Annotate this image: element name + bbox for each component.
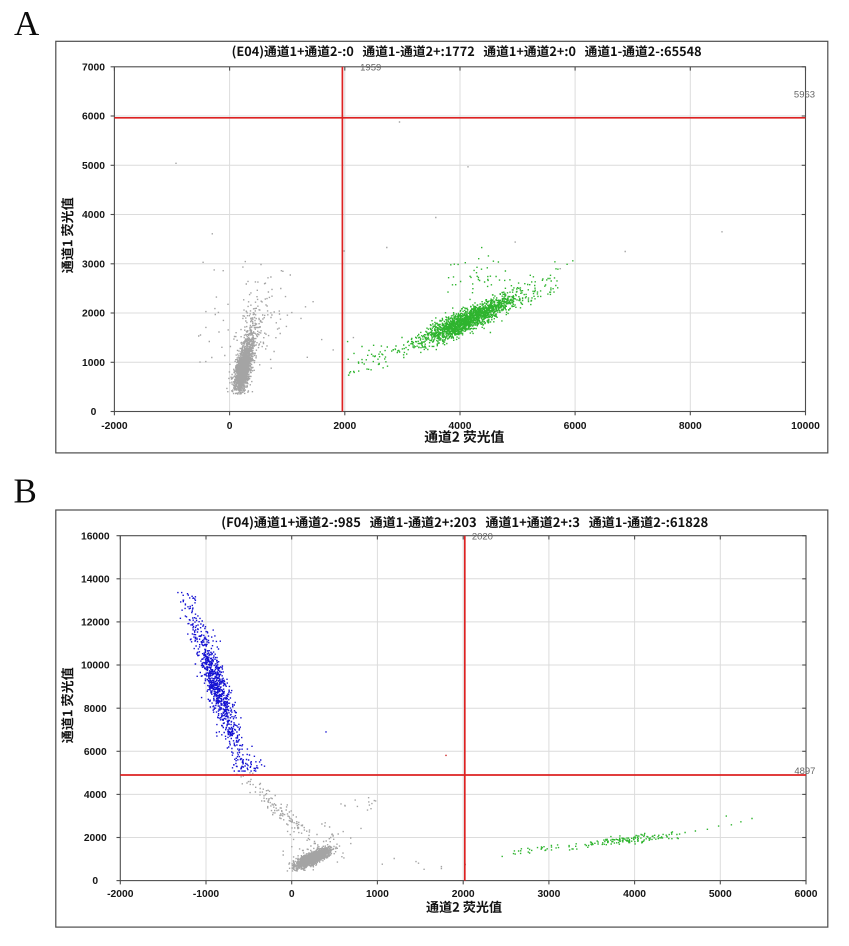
svg-text:6000: 6000 — [564, 421, 587, 432]
svg-text:7000: 7000 — [82, 62, 105, 73]
svg-text:4000: 4000 — [82, 210, 105, 221]
svg-text:6000: 6000 — [795, 889, 818, 900]
svg-text:5963: 5963 — [794, 89, 815, 100]
svg-text:-2000: -2000 — [107, 889, 134, 900]
svg-text:4897: 4897 — [794, 766, 815, 777]
svg-text:6000: 6000 — [82, 112, 105, 123]
svg-text:3000: 3000 — [82, 259, 105, 270]
svg-text:8000: 8000 — [84, 704, 107, 715]
svg-text:-1000: -1000 — [193, 889, 220, 900]
svg-text:0: 0 — [289, 889, 295, 900]
svg-text:2020: 2020 — [472, 532, 493, 543]
svg-text:5000: 5000 — [82, 161, 105, 172]
svg-text:10000: 10000 — [791, 421, 820, 432]
svg-text:3000: 3000 — [537, 889, 560, 900]
svg-text:0: 0 — [92, 876, 98, 887]
svg-text:1959: 1959 — [360, 63, 381, 74]
svg-text:-2000: -2000 — [101, 421, 128, 432]
svg-text:0: 0 — [91, 407, 97, 418]
svg-text:2000: 2000 — [82, 309, 105, 320]
svg-text:14000: 14000 — [81, 574, 110, 585]
svg-text:2000: 2000 — [452, 889, 475, 900]
svg-text:6000: 6000 — [84, 747, 107, 758]
svg-text:0: 0 — [227, 421, 233, 432]
svg-text:2000: 2000 — [84, 833, 107, 844]
svg-text:8000: 8000 — [679, 421, 702, 432]
svg-text:4000: 4000 — [623, 889, 646, 900]
svg-text:4000: 4000 — [449, 421, 472, 432]
svg-text:2000: 2000 — [333, 421, 356, 432]
svg-text:10000: 10000 — [81, 661, 110, 672]
svg-text:12000: 12000 — [81, 618, 110, 629]
svg-text:B: B — [14, 472, 37, 511]
svg-text:4000: 4000 — [84, 790, 107, 801]
svg-text:1000: 1000 — [366, 889, 389, 900]
svg-text:5000: 5000 — [709, 889, 732, 900]
svg-text:1000: 1000 — [82, 358, 105, 369]
svg-text:A: A — [14, 4, 40, 43]
svg-text:16000: 16000 — [81, 531, 110, 542]
